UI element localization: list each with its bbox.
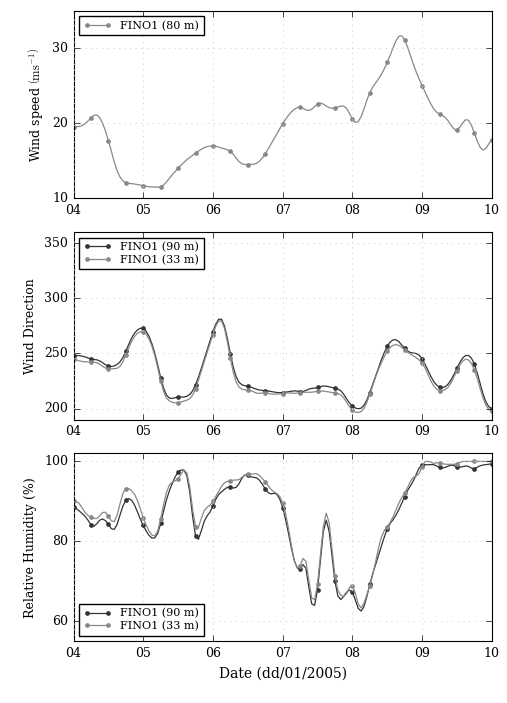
FINO1 (33 m) [70, 355, 77, 363]
FINO1 (33 m) [465, 457, 472, 465]
Line: FINO1 (90 m): FINO1 (90 m) [71, 317, 494, 411]
FINO1 (90 m) [91, 522, 97, 531]
FINO1 (90 m) [215, 315, 222, 323]
Line: FINO1 (90 m): FINO1 (90 m) [71, 462, 494, 613]
FINO1 (33 m) [74, 497, 80, 505]
Legend: FINO1 (80 m): FINO1 (80 m) [79, 16, 203, 35]
FINO1 (90 m) [393, 335, 399, 344]
FINO1 (33 m) [70, 496, 77, 505]
FINO1 (33 m) [405, 348, 411, 356]
FINO1 (90 m) [74, 505, 80, 513]
FINO1 (90 m) [405, 347, 411, 355]
FINO1 (90 m) [358, 607, 364, 615]
FINO1 (33 m) [489, 407, 495, 415]
Line: FINO1 (33 m): FINO1 (33 m) [71, 319, 494, 415]
X-axis label: Date (dd/01/2005): Date (dd/01/2005) [219, 666, 347, 681]
FINO1 (33 m) [74, 356, 80, 364]
FINO1 (80 m) [155, 183, 161, 191]
Line: FINO1 (33 m): FINO1 (33 m) [71, 460, 494, 610]
FINO1 (33 m) [390, 512, 396, 521]
FINO1 (33 m) [489, 457, 495, 465]
FINO1 (33 m) [91, 514, 97, 522]
Y-axis label: Wind speed $\left(\mathrm{ms}^{-1}\right)$: Wind speed $\left(\mathrm{ms}^{-1}\right… [26, 47, 45, 162]
FINO1 (80 m) [74, 122, 80, 131]
FINO1 (90 m) [312, 601, 318, 610]
FINO1 (33 m) [355, 408, 361, 417]
FINO1 (90 m) [390, 515, 396, 524]
FINO1 (33 m) [402, 489, 408, 497]
Line: FINO1 (80 m): FINO1 (80 m) [71, 34, 494, 189]
FINO1 (90 m) [462, 462, 468, 470]
FINO1 (90 m) [355, 405, 361, 413]
FINO1 (90 m) [74, 352, 80, 360]
Legend: FINO1 (90 m), FINO1 (33 m): FINO1 (90 m), FINO1 (33 m) [79, 238, 203, 269]
FINO1 (90 m) [314, 383, 320, 392]
FINO1 (33 m) [422, 457, 428, 465]
FINO1 (90 m) [489, 404, 495, 413]
FINO1 (33 m) [314, 387, 320, 396]
FINO1 (90 m) [465, 352, 472, 360]
FINO1 (90 m) [489, 460, 495, 468]
FINO1 (80 m) [70, 122, 77, 131]
FINO1 (80 m) [314, 100, 320, 108]
FINO1 (33 m) [91, 358, 97, 366]
FINO1 (33 m) [358, 604, 364, 612]
Y-axis label: Wind Direction: Wind Direction [24, 278, 37, 374]
FINO1 (90 m) [70, 352, 77, 360]
FINO1 (80 m) [390, 44, 396, 52]
FINO1 (33 m) [312, 595, 318, 604]
Legend: FINO1 (90 m), FINO1 (33 m): FINO1 (90 m), FINO1 (33 m) [79, 604, 203, 636]
FINO1 (90 m) [70, 503, 77, 511]
FINO1 (80 m) [91, 111, 97, 120]
FINO1 (90 m) [91, 355, 97, 363]
FINO1 (33 m) [465, 356, 472, 364]
FINO1 (33 m) [393, 340, 399, 349]
FINO1 (90 m) [402, 492, 408, 501]
FINO1 (80 m) [405, 43, 411, 51]
FINO1 (33 m) [215, 316, 222, 325]
FINO1 (80 m) [399, 32, 405, 40]
FINO1 (80 m) [489, 136, 495, 144]
FINO1 (80 m) [465, 116, 472, 124]
Y-axis label: Relative Humidity (%): Relative Humidity (%) [24, 477, 37, 618]
